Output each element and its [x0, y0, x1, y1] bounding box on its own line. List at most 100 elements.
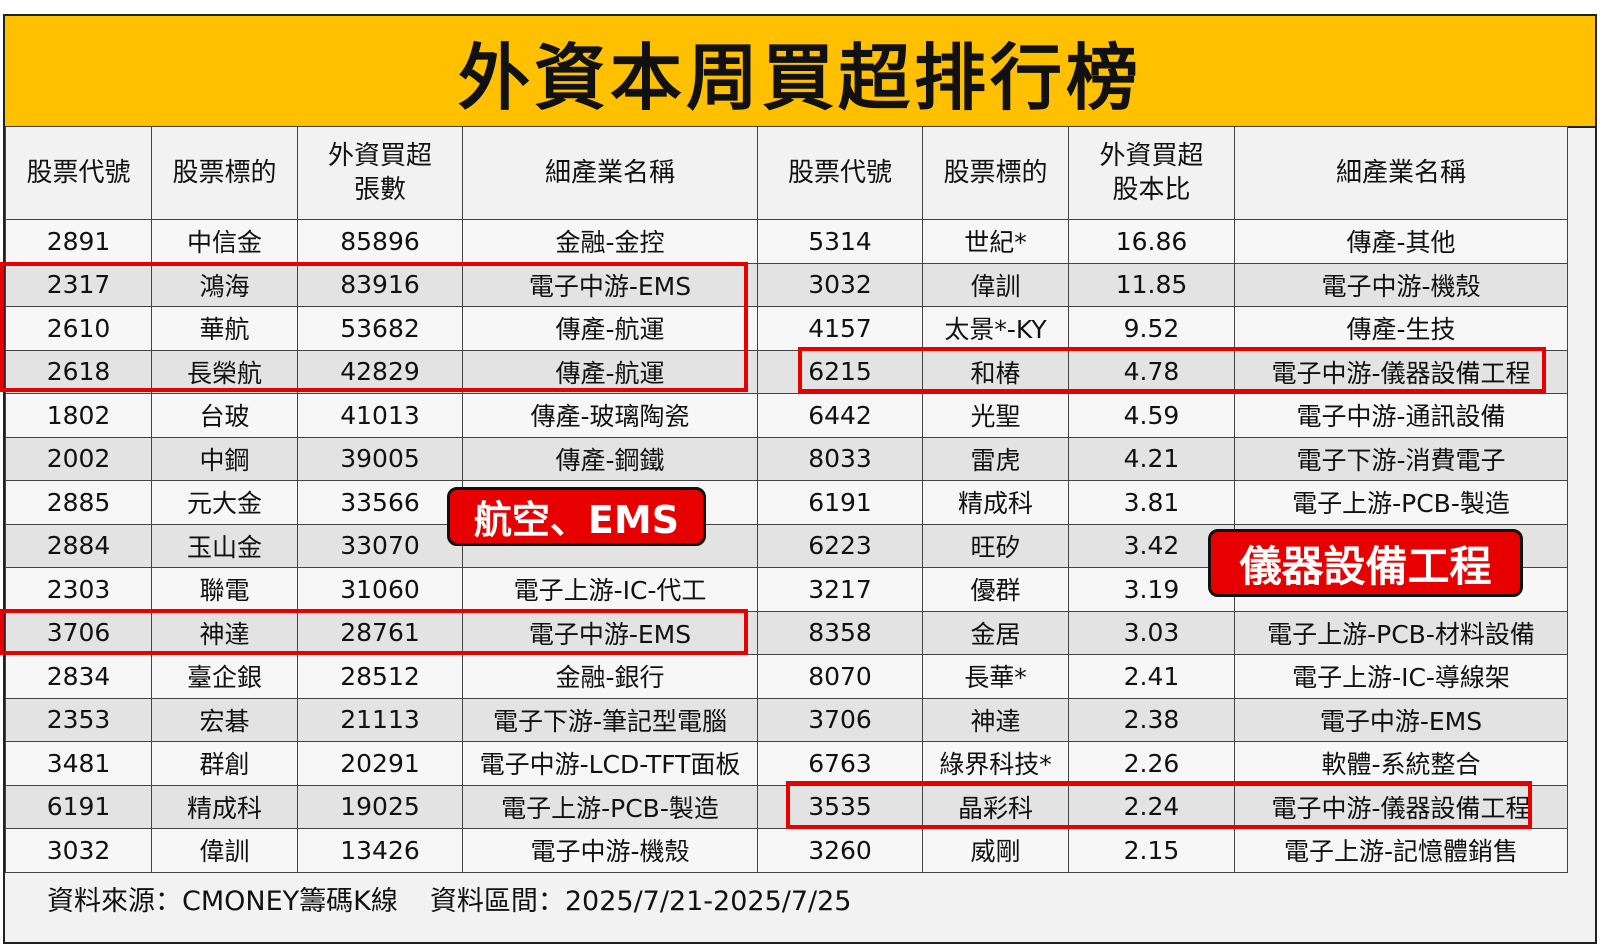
cell-left-value: 42829	[297, 349, 463, 394]
cell-right-code: 3260	[757, 828, 923, 873]
cell-left-code: 2610	[5, 306, 152, 351]
data-source: 資料來源：CMONEY籌碼K線	[47, 885, 398, 917]
highlight-box-left-top	[0, 262, 748, 392]
cell-right-value: 3.81	[1068, 480, 1235, 525]
cell-right-industry: 電子上游-記憶體銷售	[1234, 828, 1568, 873]
table-row: 2002 中鋼 39005 傳產-鋼鐵 8033 雷虎 4.21 電子下游-消費電子	[5, 436, 1568, 481]
header-right-industry: 細產業名稱	[1234, 126, 1568, 220]
cell-right-name: 雷虎	[922, 436, 1069, 481]
table-row: 3706 神達 28761 電子中游-EMS 8358 金居 3.03 電子上游-PCB-材料…	[5, 610, 1568, 655]
cell-left-code: 3706	[5, 610, 152, 655]
title-bar: 外資本周買超排行榜	[5, 16, 1595, 128]
cell-right-name: 綠界科技*	[922, 741, 1069, 786]
cell-left-code: 2885	[5, 480, 152, 525]
highlight-box-right-3535	[786, 781, 1532, 829]
cell-left-industry: 電子上游-IC-代工	[462, 567, 758, 612]
cell-left-name: 中鋼	[151, 436, 298, 481]
cell-right-name: 優群	[922, 567, 1069, 612]
cell-right-value: 3.19	[1068, 567, 1235, 612]
callout-right: 儀器設備工程	[1208, 529, 1523, 597]
cell-right-code: 3706	[757, 697, 923, 742]
cell-right-value: 3.03	[1068, 610, 1235, 655]
cell-left-code: 2834	[5, 654, 152, 699]
cell-right-value: 11.85	[1068, 262, 1235, 307]
cell-left-industry: 傳產-鋼鐵	[462, 436, 758, 481]
cell-right-code: 8358	[757, 610, 923, 655]
cell-left-value: 53682	[297, 306, 463, 351]
cell-left-name: 偉訓	[151, 828, 298, 873]
table-row: 3481 群創 20291 電子中游-LCD-TFT面板 6763 綠界科技* 2.26 軟體…	[5, 741, 1568, 786]
cell-left-value: 33070	[297, 523, 463, 568]
cell-left-industry: 電子上游-PCB-製造	[462, 784, 758, 829]
cell-left-industry: 電子下游-筆記型電腦	[462, 697, 758, 742]
cell-left-name: 群創	[151, 741, 298, 786]
cell-right-name: 精成科	[922, 480, 1069, 525]
cell-right-code: 6223	[757, 523, 923, 568]
cell-left-name: 臺企銀	[151, 654, 298, 699]
cell-right-value: 2.41	[1068, 654, 1235, 699]
cell-left-value: 83916	[297, 262, 463, 307]
cell-right-industry: 電子上游-PCB-材料設備	[1234, 610, 1568, 655]
cell-left-code: 1802	[5, 393, 152, 438]
cell-right-industry: 電子中游-EMS	[1234, 697, 1568, 742]
cell-right-value: 2.24	[1068, 784, 1235, 829]
cell-left-value: 85896	[297, 219, 463, 264]
cell-left-code: 2317	[5, 262, 152, 307]
cell-left-code: 2618	[5, 349, 152, 394]
cell-right-industry: 傳產-其他	[1234, 219, 1568, 264]
callout-left: 航空、EMS	[447, 487, 706, 546]
table-row: 6191 精成科 19025 電子上游-PCB-製造 3535 晶彩科 2.24 電子中游-儀…	[5, 784, 1568, 829]
table-row: 2834 臺企銀 28512 金融-銀行 8070 長華* 2.41 電子上游-IC-導線架	[5, 654, 1568, 699]
cell-left-code: 2891	[5, 219, 152, 264]
table-row: 2317 鴻海 83916 電子中游-EMS 3032 偉訓 11.85 電子中游-機殼	[5, 262, 1568, 307]
cell-right-industry: 電子上游-IC-導線架	[1234, 654, 1568, 699]
cell-left-name: 元大金	[151, 480, 298, 525]
cell-right-name: 神達	[922, 697, 1069, 742]
cell-left-industry: 傳產-玻璃陶瓷	[462, 393, 758, 438]
cell-left-value: 31060	[297, 567, 463, 612]
cell-left-value: 41013	[297, 393, 463, 438]
cell-left-name: 中信金	[151, 219, 298, 264]
table-body: 2891 中信金 85896 金融-金控 5314 世紀* 16.86 傳產-其他 2317 鴻海…	[5, 219, 1568, 873]
cell-left-name: 玉山金	[151, 523, 298, 568]
cell-left-industry: 電子中游-LCD-TFT面板	[462, 741, 758, 786]
ranking-board: 外資本周買超排行榜 股票代號 股票標的 外資買超 張數 細產業名稱 股票代號 股…	[3, 14, 1597, 944]
cell-left-name: 宏碁	[151, 697, 298, 742]
cell-right-code: 8070	[757, 654, 923, 699]
cell-right-name: 偉訓	[922, 262, 1069, 307]
cell-right-code: 3032	[757, 262, 923, 307]
header-left-code: 股票代號	[5, 126, 152, 220]
cell-left-industry: 金融-金控	[462, 219, 758, 264]
cell-right-name: 長華*	[922, 654, 1069, 699]
header-right-value: 外資買超 股本比	[1068, 126, 1235, 220]
cell-left-value: 28512	[297, 654, 463, 699]
table-row: 2618 長榮航 42829 傳產-航運 6215 和椿 4.78 電子中游-儀器設備工程	[5, 349, 1568, 394]
ranking-table: 股票代號 股票標的 外資買超 張數 細產業名稱 股票代號 股票標的 外資買超 股…	[5, 126, 1568, 873]
cell-left-name: 台玻	[151, 393, 298, 438]
cell-right-code: 3217	[757, 567, 923, 612]
highlight-box-right-6215	[798, 347, 1546, 393]
table-row: 1802 台玻 41013 傳產-玻璃陶瓷 6442 光聖 4.59 電子中游-通訊設備	[5, 393, 1568, 438]
table-row: 2885 元大金 33566 6191 精成科 3.81 電子上游-PCB-製造	[5, 480, 1568, 525]
cell-left-industry: 金融-銀行	[462, 654, 758, 699]
cell-right-name: 光聖	[922, 393, 1069, 438]
cell-right-value: 9.52	[1068, 306, 1235, 351]
cell-right-code: 5314	[757, 219, 923, 264]
cell-left-name: 長榮航	[151, 349, 298, 394]
table-row: 3032 偉訓 13426 電子中游-機殼 3260 威剛 2.15 電子上游-記憶體銷售	[5, 828, 1568, 873]
table-row: 2891 中信金 85896 金融-金控 5314 世紀* 16.86 傳產-其他	[5, 219, 1568, 264]
table-row: 2610 華航 53682 傳產-航運 4157 太景*-KY 9.52 傳產-生技	[5, 306, 1568, 351]
cell-left-value: 20291	[297, 741, 463, 786]
cell-left-code: 2002	[5, 436, 152, 481]
cell-right-value: 2.38	[1068, 697, 1235, 742]
cell-right-industry: 電子中游-機殼	[1234, 262, 1568, 307]
data-period: 資料區間：2025/7/21-2025/7/25	[429, 885, 852, 917]
header-row: 股票代號 股票標的 外資買超 張數 細產業名稱 股票代號 股票標的 外資買超 股…	[5, 126, 1568, 220]
cell-right-name: 晶彩科	[922, 784, 1069, 829]
cell-right-value: 2.26	[1068, 741, 1235, 786]
cell-right-value: 4.59	[1068, 393, 1235, 438]
cell-right-code: 8033	[757, 436, 923, 481]
cell-left-value: 39005	[297, 436, 463, 481]
cell-right-name: 太景*-KY	[922, 306, 1069, 351]
cell-right-name: 旺矽	[922, 523, 1069, 568]
